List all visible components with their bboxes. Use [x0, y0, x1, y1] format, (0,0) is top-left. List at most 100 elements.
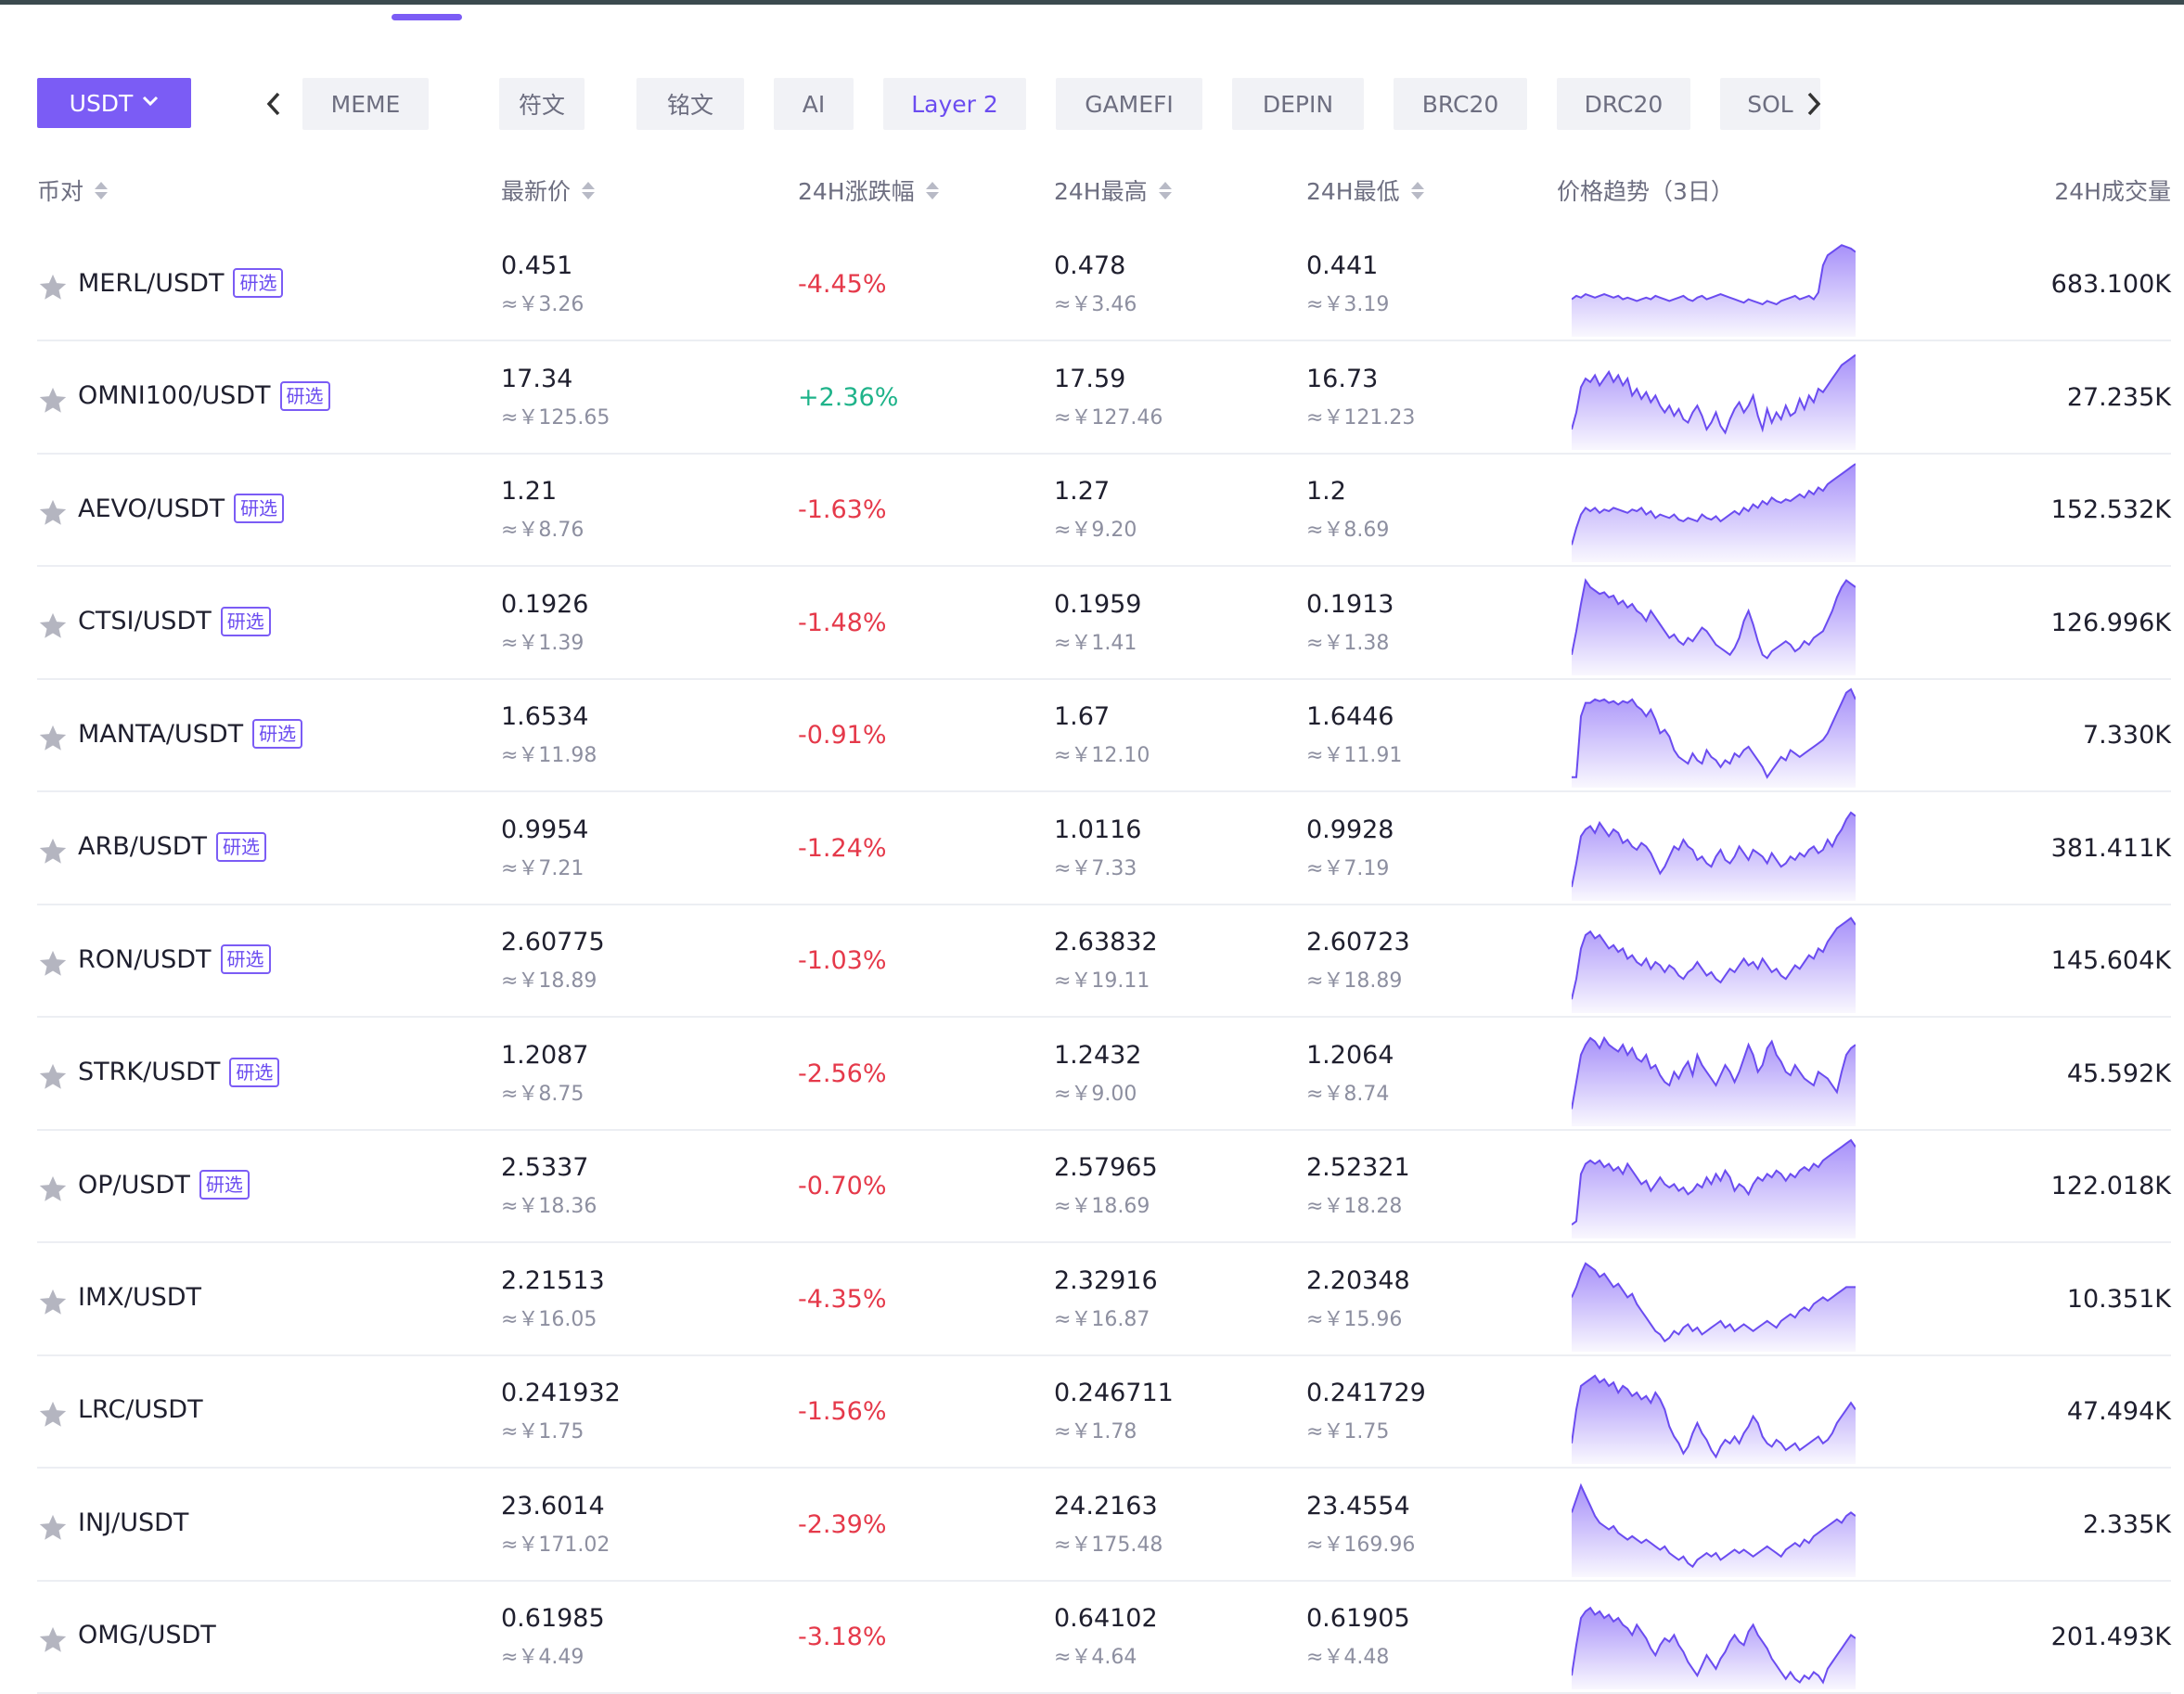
high-price-cny: ≈￥3.46	[1054, 293, 1137, 316]
table-row[interactable]: CTSI/USDT 研选 0.1926 ≈￥1.39 -1.48% 0.1959 ≈￥1.4…	[37, 566, 2171, 680]
column-header-last-price-label: 最新价	[501, 178, 572, 205]
column-header-low-label: 24H最低	[1306, 178, 1400, 205]
tab-2[interactable]: 铭文	[636, 78, 744, 130]
last-price-cny: ≈￥11.98	[501, 744, 597, 767]
low-cell: 0.241729 ≈￥1.75	[1306, 1379, 1426, 1444]
column-header-trend-label: 价格趋势（3日）	[1557, 178, 1734, 205]
high-price: 24.2163	[1054, 1491, 1158, 1521]
sparkline-area	[1572, 464, 1856, 562]
table-row[interactable]: RON/USDT 研选 2.60775 ≈￥18.89 -1.03% 2.63832 ≈￥1…	[37, 904, 2171, 1018]
table-row[interactable]: IMX/USDT 2.21513 ≈￥16.05 -4.35% 2.32916 ≈￥16.…	[37, 1242, 2171, 1356]
favorite-star-icon[interactable]	[37, 1399, 69, 1431]
pair-cell[interactable]: AEVO/USDT 研选	[78, 494, 285, 523]
pair-cell[interactable]: OMNI100/USDT 研选	[78, 380, 330, 411]
tab-3[interactable]: AI	[774, 78, 854, 130]
volume-value: 7.330K	[2082, 721, 2171, 750]
sparkline-area	[1572, 1140, 1856, 1238]
last-price-cny: ≈￥18.36	[501, 1195, 597, 1218]
low-price-cny: ≈￥4.48	[1306, 1646, 1390, 1669]
low-price: 23.4554	[1306, 1491, 1410, 1521]
table-row[interactable]: MANTA/USDT 研选 1.6534 ≈￥11.98 -0.91% 1.67 ≈￥12.…	[37, 678, 2171, 792]
tabs-prev-arrow[interactable]	[258, 85, 291, 122]
last-price-cny: ≈￥16.05	[501, 1307, 597, 1331]
favorite-star-icon[interactable]	[37, 385, 69, 417]
column-header-last-price[interactable]: 最新价	[501, 167, 596, 213]
favorite-star-icon[interactable]	[37, 272, 69, 303]
favorite-star-icon[interactable]	[37, 836, 69, 867]
high-price: 1.27	[1054, 477, 1111, 506]
last-price-cny: ≈￥18.89	[501, 969, 597, 993]
favorite-star-icon[interactable]	[37, 1174, 69, 1205]
table-row[interactable]: OMG/USDT 0.61985 ≈￥4.49 -3.18% 0.64102 ≈￥4.64…	[37, 1580, 2171, 1694]
table-row[interactable]: MERL/USDT 研选 0.451 ≈￥3.26 -4.45% 0.478 ≈￥3.46 0…	[37, 227, 2171, 341]
sparkline-line	[1572, 244, 1856, 306]
high-cell: 1.27 ≈￥9.20	[1054, 477, 1137, 543]
last-price-cell: 2.21513 ≈￥16.05	[501, 1266, 605, 1332]
column-header-pair[interactable]: 币对	[37, 167, 109, 213]
pair-cell[interactable]: STRK/USDT 研选	[78, 1057, 280, 1087]
low-price: 2.52321	[1306, 1153, 1410, 1182]
research-badge: 研选	[220, 944, 271, 974]
tabs-next-arrow[interactable]	[1796, 85, 1830, 122]
high-price: 2.57965	[1054, 1153, 1158, 1182]
table-row[interactable]: STRK/USDT 研选 1.2087 ≈￥8.75 -2.56% 1.2432 ≈￥9.0…	[37, 1017, 2171, 1131]
pair-cell[interactable]: MANTA/USDT 研选	[78, 719, 303, 749]
pair-cell[interactable]: IMX/USDT	[78, 1283, 201, 1312]
tab-7[interactable]: BRC20	[1394, 78, 1527, 130]
high-price-cny: ≈￥1.41	[1054, 631, 1137, 655]
low-price-cny: ≈￥7.19	[1306, 856, 1390, 880]
pair-cell[interactable]: CTSI/USDT 研选	[78, 606, 271, 636]
tab-6[interactable]: DEPIN	[1232, 78, 1364, 130]
pair-cell[interactable]: INJ/USDT	[78, 1508, 188, 1537]
price-trend-sparkline	[1572, 244, 1856, 337]
change-value: -1.63%	[798, 495, 887, 524]
favorite-star-icon[interactable]	[37, 723, 69, 754]
low-cell: 2.60723 ≈￥18.89	[1306, 928, 1410, 994]
table-row[interactable]: ARB/USDT 研选 0.9954 ≈￥7.21 -1.24% 1.0116 ≈￥7.33…	[37, 791, 2171, 905]
column-header-high[interactable]: 24H最高	[1054, 167, 1172, 213]
pair-cell[interactable]: RON/USDT 研选	[78, 944, 271, 974]
favorite-star-icon[interactable]	[37, 610, 69, 642]
pair-cell[interactable]: ARB/USDT 研选	[78, 831, 267, 862]
favorite-star-icon[interactable]	[37, 1512, 69, 1544]
sparkline-area	[1572, 1263, 1856, 1352]
favorite-star-icon[interactable]	[37, 1287, 69, 1318]
high-price-cny: ≈￥16.87	[1054, 1307, 1150, 1331]
pair-cell[interactable]: MERL/USDT 研选	[78, 268, 284, 298]
tab-4[interactable]: Layer 2	[883, 78, 1026, 130]
volume-value: 126.996K	[2050, 608, 2171, 637]
tab-5[interactable]: GAMEFI	[1056, 78, 1202, 130]
pair-name: INJ/USDT	[78, 1508, 189, 1537]
sparkline-line	[1572, 917, 1856, 1000]
last-price-cell: 23.6014 ≈￥171.02	[501, 1492, 610, 1558]
sparkline-area	[1572, 245, 1856, 337]
low-cell: 1.2064 ≈￥8.74	[1306, 1041, 1394, 1107]
low-price-cny: ≈￥121.23	[1306, 405, 1416, 430]
table-row[interactable]: LRC/USDT 0.241932 ≈￥1.75 -1.56% 0.246711 ≈￥1.…	[37, 1354, 2171, 1469]
tab-9[interactable]: SOL	[1720, 78, 1820, 130]
change-value: -2.56%	[798, 1059, 887, 1088]
high-price: 17.59	[1054, 364, 1126, 393]
sparkline-line	[1572, 577, 1856, 660]
table-row[interactable]: OMNI100/USDT 研选 17.34 ≈￥125.65 +2.36% 17.59 ≈￥…	[37, 340, 2171, 455]
favorite-star-icon[interactable]	[37, 948, 69, 980]
table-row[interactable]: AEVO/USDT 研选 1.21 ≈￥8.76 -1.63% 1.27 ≈￥9.20 1.2…	[37, 453, 2171, 567]
high-price: 1.0116	[1054, 815, 1142, 844]
pair-cell[interactable]: OP/USDT 研选	[78, 1170, 250, 1200]
change-value: -4.35%	[798, 1284, 887, 1314]
quote-currency-dropdown[interactable]: USDT	[37, 78, 191, 128]
tab-8[interactable]: DRC20	[1557, 78, 1690, 130]
table-row[interactable]: INJ/USDT 23.6014 ≈￥171.02 -2.39% 24.2163 ≈￥17…	[37, 1468, 2171, 1582]
favorite-star-icon[interactable]	[37, 1624, 69, 1656]
column-header-low[interactable]: 24H最低	[1306, 167, 1424, 213]
column-header-change[interactable]: 24H涨跌幅	[798, 167, 939, 213]
pair-cell[interactable]: LRC/USDT	[78, 1395, 203, 1424]
tab-1[interactable]: 符文	[499, 78, 585, 130]
research-badge: 研选	[220, 606, 271, 636]
pair-cell[interactable]: OMG/USDT	[78, 1621, 216, 1649]
favorite-star-icon[interactable]	[37, 497, 69, 529]
tab-0[interactable]: MEME	[302, 78, 429, 130]
last-price: 1.2087	[501, 1040, 589, 1070]
table-row[interactable]: OP/USDT 研选 2.5337 ≈￥18.36 -0.70% 2.57965 ≈￥18.…	[37, 1129, 2171, 1243]
favorite-star-icon[interactable]	[37, 1061, 69, 1093]
